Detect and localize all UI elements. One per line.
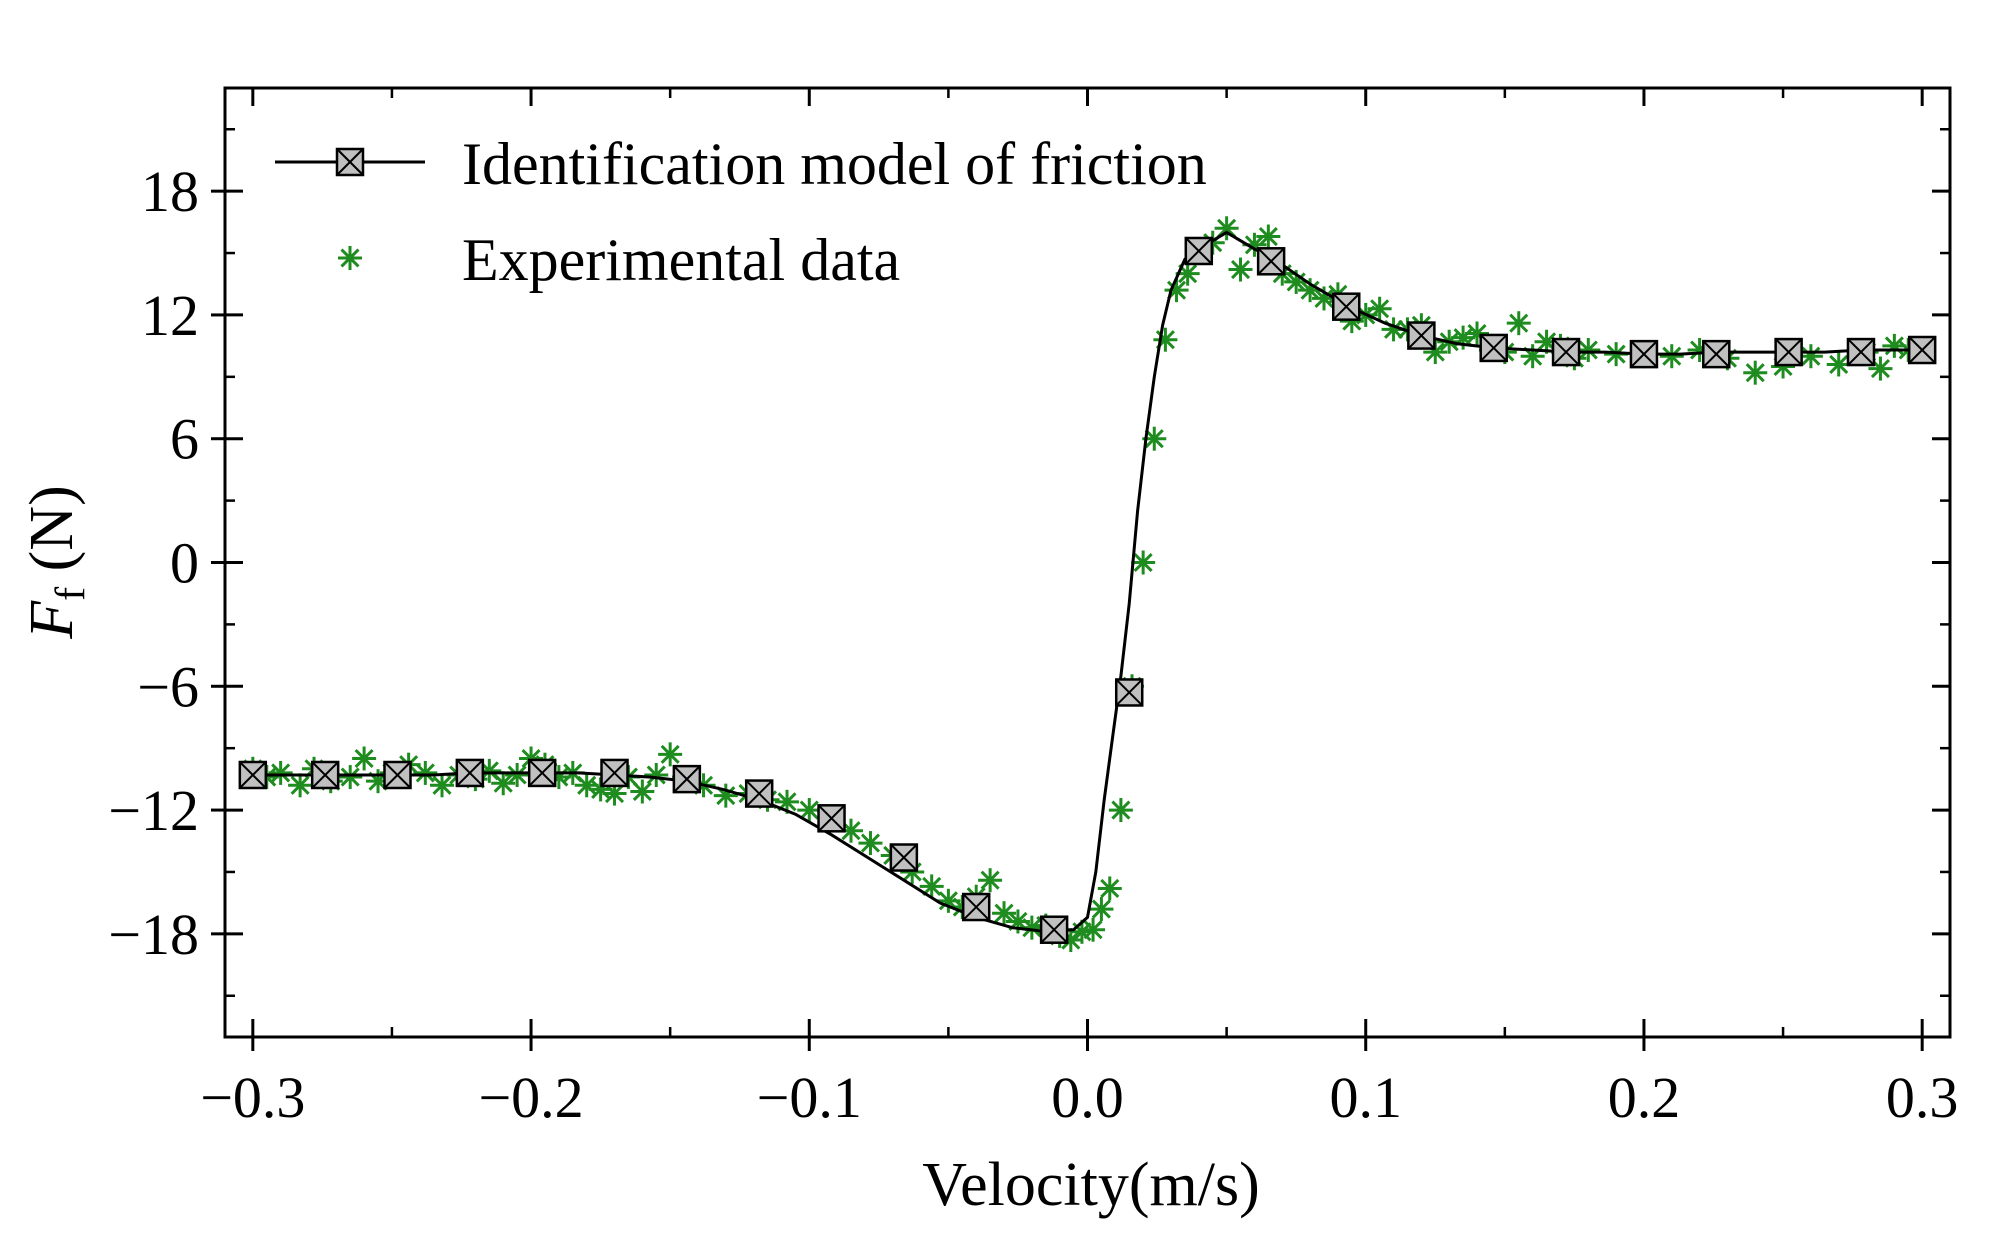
model-marker — [1774, 337, 1803, 367]
model-marker — [817, 804, 846, 833]
model-marker — [744, 779, 774, 808]
experimental-point — [1228, 257, 1253, 282]
legend-experimental-label: Experimental data — [462, 227, 900, 293]
x-tick-label: −0.3 — [200, 1065, 305, 1130]
x-tick-label: 0.1 — [1329, 1065, 1402, 1130]
y-tick-label: 12 — [141, 283, 199, 348]
model-marker — [527, 758, 557, 788]
model-line — [252, 230, 1923, 934]
x-tick-label: −0.1 — [757, 1065, 862, 1130]
y-tick-label: 6 — [170, 407, 199, 472]
model-marker — [1479, 333, 1508, 363]
legend: Identification model of friction Experim… — [275, 131, 1207, 293]
model-marker — [889, 843, 919, 872]
y-axis-title-unit: (N) — [18, 485, 86, 587]
experimental-point — [1506, 311, 1531, 336]
model-marker — [961, 892, 991, 922]
y-tick-label: 0 — [170, 531, 199, 596]
experimental-point — [992, 901, 1017, 926]
experimental-point — [491, 771, 516, 796]
legend-square-x-marker — [335, 147, 365, 177]
legend-experimental-marker-icon — [338, 246, 362, 270]
x-tick-label: 0.2 — [1608, 1065, 1681, 1130]
experimental-point — [797, 798, 822, 823]
experimental-point — [1659, 344, 1684, 369]
experimental-point — [1153, 327, 1178, 352]
experimental-point — [413, 760, 438, 785]
experimental-point — [1743, 360, 1768, 385]
y-tick-label: −18 — [108, 902, 199, 967]
plot-layer — [238, 216, 1937, 953]
model-marker — [238, 760, 268, 790]
y-tick-label: −6 — [137, 654, 199, 719]
model-marker — [1332, 292, 1361, 321]
experimental-point — [1081, 917, 1106, 942]
experimental-point — [1256, 224, 1281, 249]
experimental-point — [1367, 296, 1392, 321]
legend-model-marker-icon — [335, 147, 365, 177]
experimental-point — [352, 746, 377, 771]
model-marker — [1907, 335, 1937, 365]
y-axis-title-symbol: F — [18, 600, 86, 640]
experimental-point — [1089, 897, 1114, 922]
experimental-point — [1576, 338, 1601, 363]
experimental-point — [630, 779, 655, 804]
model-marker — [1256, 247, 1286, 276]
experimental-point — [1284, 269, 1309, 294]
x-tick-label: −0.2 — [478, 1065, 583, 1130]
legend-asterisk-marker — [338, 246, 362, 270]
experimental-point — [338, 765, 363, 790]
model-marker — [1114, 678, 1144, 707]
experimental-point — [858, 831, 883, 856]
model-marker — [455, 758, 485, 788]
model-marker — [1184, 236, 1214, 266]
experimental-point — [919, 874, 944, 899]
experimental-point — [644, 762, 669, 787]
y-tick-label: −12 — [108, 778, 199, 843]
experimental-point — [288, 773, 313, 798]
y-axis-title: Ff (N) — [18, 485, 94, 639]
model-marker — [1846, 337, 1876, 367]
experimental-point — [1131, 550, 1156, 575]
experimental-point — [658, 742, 683, 767]
experimental-point — [978, 868, 1003, 893]
model-marker — [310, 760, 340, 790]
legend-model-label: Identification model of friction — [462, 131, 1207, 197]
model-marker — [383, 760, 412, 790]
model-marker — [1039, 915, 1069, 944]
model-marker — [1702, 339, 1731, 369]
x-axis-title: Velocity(m/s) — [922, 1151, 1260, 1219]
svg-text:Ff (N): Ff (N) — [18, 485, 94, 639]
experimental-point — [1108, 798, 1133, 823]
experimental-point — [1798, 344, 1823, 369]
experimental-point — [1826, 352, 1851, 377]
x-tick-label: 0.3 — [1886, 1065, 1959, 1130]
experimental-point — [268, 760, 293, 785]
experimental-point — [505, 762, 530, 787]
model-marker — [1551, 337, 1581, 367]
experimental-point — [1097, 876, 1122, 901]
model-marker — [672, 764, 702, 794]
x-tick-label: 0.0 — [1051, 1065, 1124, 1130]
model-marker — [1629, 339, 1659, 369]
experimental-point — [430, 773, 455, 798]
model-marker — [600, 758, 629, 788]
experimental-point — [1214, 216, 1239, 241]
y-tick-label: 18 — [141, 159, 199, 224]
y-axis-title-subscript: f — [48, 587, 94, 601]
axes-layer: −0.3 −0.2 −0.1 0.0 0.1 0.2 0.3 18 12 6 0 −6 −12 −18 — [108, 86, 1959, 1130]
model-marker — [1407, 321, 1436, 350]
